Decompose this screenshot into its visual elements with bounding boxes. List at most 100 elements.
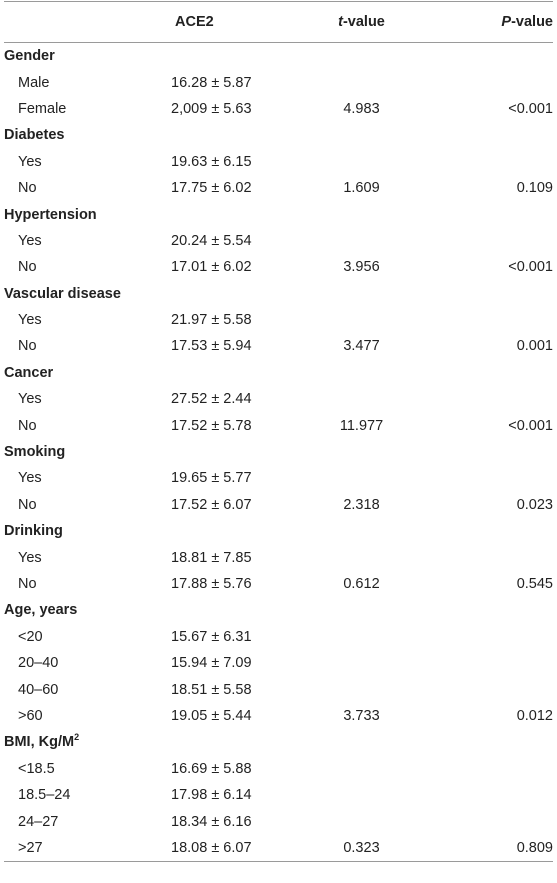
group-label: Hypertension [4,201,149,227]
p-value-cell [419,43,553,70]
table-group-row: BMI, Kg/M2 [4,729,553,755]
table-body: Gender Male 16.28 ± 5.87 Female 2,009 ± 5.63… [4,43,553,863]
row-label: Male [4,69,149,95]
label-text: Gender [4,48,55,65]
ace2-cell: 18.51 ± 5.58 [171,681,252,698]
ace2-cell [149,201,284,227]
label-text: 18.5–24 [18,787,71,804]
p-value-cell [419,544,553,570]
table-row: Yes 21.97 ± 5.58 [4,307,553,333]
header-t-italic: t [338,14,343,30]
p-value-cell: <0.001 [508,259,553,276]
t-value-cell [284,149,419,175]
t-value-cell [284,228,419,254]
label-text: Yes [18,312,42,329]
ace2-cell: 17.01 ± 6.02 [171,259,252,276]
ace2-cell [149,597,284,623]
table-row: <20 15.67 ± 6.31 [4,624,553,650]
ace2-cell: 16.28 ± 5.87 [171,74,252,91]
ace2-cell [149,729,284,755]
table-group-row: Hypertension [4,201,553,227]
t-value-cell: 3.733 [343,707,380,724]
label-text: Smoking [4,444,66,461]
p-value-cell [419,782,553,808]
row-label: <18.5 [4,756,149,782]
ace2-cell: 27.52 ± 2.44 [171,391,252,408]
row-label: No [4,412,149,438]
row-label: Female [4,96,149,122]
label-text: Cancer [4,364,54,381]
ace2-cell: 18.34 ± 6.16 [171,813,252,830]
label-text: Yes [18,232,42,249]
label-text: >60 [18,707,43,724]
p-value-cell: 0.809 [419,834,553,863]
table-row: 18.5–24 17.98 ± 6.14 [4,782,553,808]
label-text: Yes [18,549,42,566]
t-value-cell [284,465,419,491]
t-value-cell [284,782,419,808]
t-value-cell [284,597,419,623]
ace2-cell [149,122,284,148]
row-label: Yes [4,228,149,254]
p-value-cell [419,650,553,676]
table-group-row: Diabetes [4,122,553,148]
table-row: Male 16.28 ± 5.87 [4,69,553,95]
ace2-cell: 17.52 ± 6.07 [171,496,252,513]
table-group-row: Vascular disease [4,281,553,307]
row-label: No [4,175,149,201]
t-value-cell [284,122,419,148]
label-text: Drinking [4,523,63,540]
ace2-cell: 2,009 ± 5.63 [171,100,252,117]
t-value-cell: 0.612 [343,576,380,592]
row-label: No [4,254,149,280]
ace2-cell [149,360,284,386]
row-label: >60 [4,703,149,729]
p-value-cell [419,465,553,491]
t-value-cell [284,756,419,782]
p-value-cell [419,518,553,544]
table-row: 24–27 18.34 ± 6.16 [4,808,553,834]
label-text: Diabetes [4,127,65,144]
p-value-cell [419,624,553,650]
ace2-cell: 19.05 ± 5.44 [171,707,252,724]
t-value-cell [284,201,419,227]
table-row: 20–40 15.94 ± 7.09 [4,650,553,676]
p-value-cell [419,69,553,95]
table-row: Yes 19.63 ± 6.15 [4,149,553,175]
table-row: No 17.01 ± 6.02 3.956 <0.001 [4,254,553,280]
label-text: No [18,338,37,355]
row-label: No [4,333,149,359]
table-row: No 17.52 ± 6.07 2.318 0.023 [4,492,553,518]
label-text: Yes [18,153,42,170]
group-label: Smoking [4,439,149,465]
header-p-rest: -value [511,14,553,30]
table-row: Yes 19.65 ± 5.77 [4,465,553,491]
table-row: No 17.75 ± 6.02 1.609 0.109 [4,175,553,201]
t-value-cell [284,360,419,386]
table-group-row: Drinking [4,518,553,544]
ace2-cell: 16.69 ± 5.88 [171,760,252,777]
t-value-cell: 2.318 [343,496,380,513]
t-value-cell [284,518,419,544]
label-text: <18.5 [18,760,55,777]
ace2-cell: 17.88 ± 5.76 [171,576,252,592]
ace2-cell: 19.63 ± 6.15 [171,153,252,170]
t-value-cell [284,544,419,570]
table-row: <18.5 16.69 ± 5.88 [4,756,553,782]
label-text: <20 [18,628,43,645]
p-value-cell [419,386,553,412]
label-text: Hypertension [4,206,97,223]
table-row: Yes 20.24 ± 5.54 [4,228,553,254]
label-text: No [18,180,37,197]
p-value-cell: <0.001 [508,100,553,117]
t-value-cell [284,281,419,307]
group-label: Diabetes [4,122,149,148]
label-text: Female [18,100,67,117]
p-value-cell [419,439,553,465]
p-value-cell: 0.012 [516,707,553,724]
label-text: No [18,496,37,513]
header-t-rest: -value [342,14,385,30]
p-value-cell [419,201,553,227]
row-label: Yes [4,544,149,570]
header-p-value: P-value [419,1,553,43]
